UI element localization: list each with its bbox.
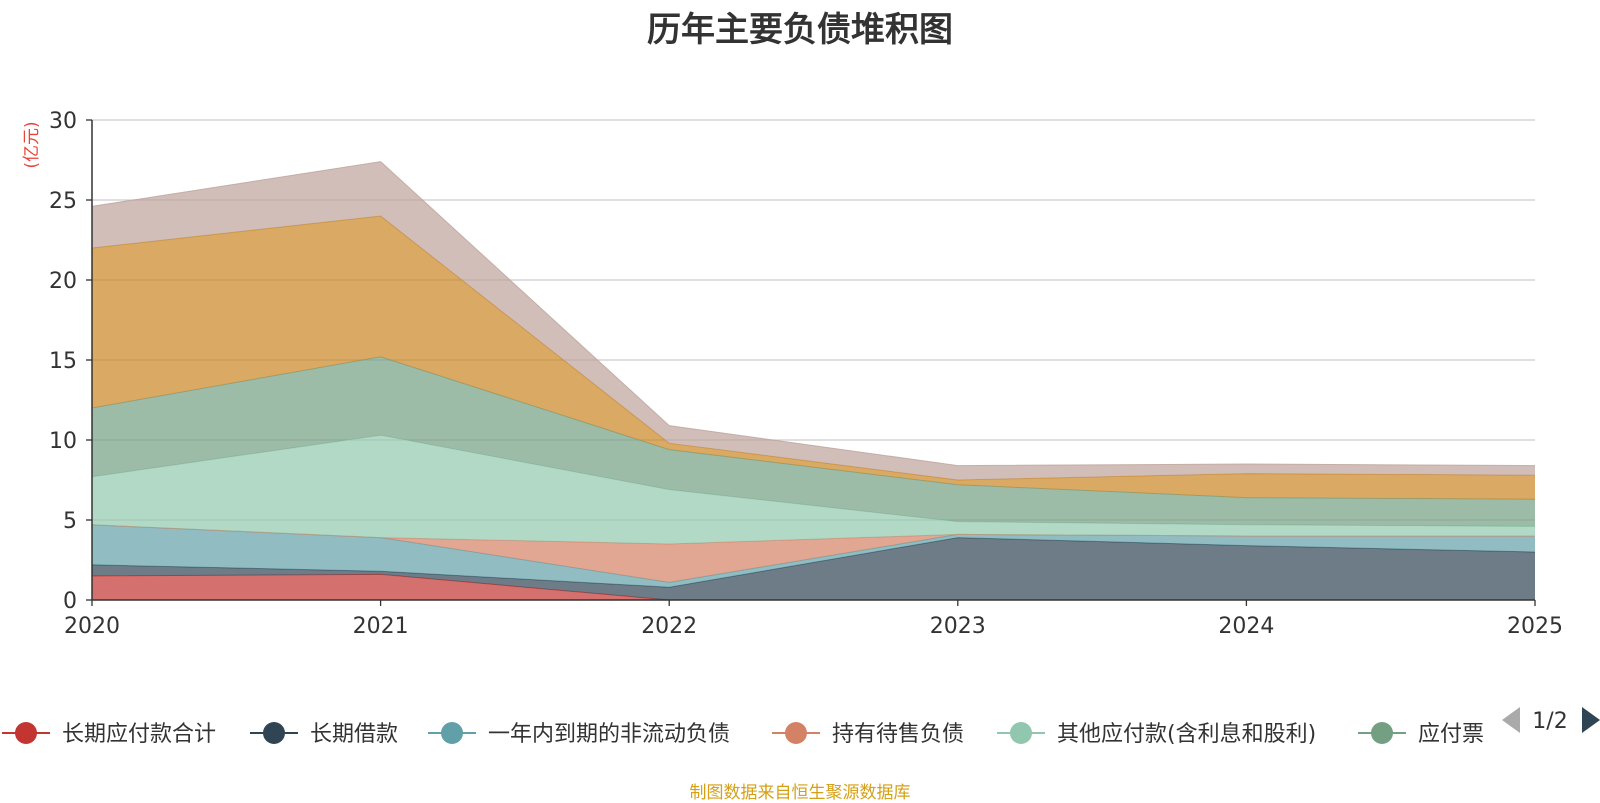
area-series-edge-7: [91, 161, 1536, 467]
legend-prev-icon[interactable]: [1502, 707, 1520, 733]
legend-next-icon[interactable]: [1582, 707, 1600, 733]
area-series-2: [92, 524, 1535, 588]
legend-marker-icon: [441, 722, 463, 744]
y-tick-label: 15: [49, 349, 77, 374]
legend-marker-icon: [1010, 722, 1032, 744]
legend-item[interactable]: 一年内到期的非流动负债: [428, 722, 730, 747]
y-tick-label: 10: [49, 429, 77, 454]
y-tick-label: 0: [63, 589, 77, 614]
legend-label: 长期应付款合计: [62, 722, 216, 747]
x-tick-label: 2022: [641, 614, 697, 639]
area-series-edge-1: [91, 537, 1536, 588]
legend-page-indicator: 1/2: [1532, 709, 1567, 734]
legend-label: 一年内到期的非流动负债: [488, 722, 730, 747]
legend-item[interactable]: 长期应付款合计: [2, 722, 216, 747]
legend-label: 长期借款: [310, 722, 398, 747]
legend-marker-icon: [263, 722, 285, 744]
x-tick-label: 2024: [1218, 614, 1274, 639]
legend-item[interactable]: 持有待售负债: [772, 722, 964, 747]
x-tick-label: 2021: [353, 614, 409, 639]
area-series-6: [92, 216, 1535, 500]
legend-item[interactable]: 其他应付款(含利息和股利): [997, 722, 1316, 747]
legend-pager[interactable]: 1/2: [1502, 707, 1600, 734]
area-series-1: [92, 537, 1535, 600]
legend-label: 应付票: [1418, 722, 1484, 747]
legend-marker-icon: [785, 722, 807, 744]
x-tick-label: 2025: [1507, 614, 1563, 639]
area-series-4: [92, 435, 1535, 544]
legend[interactable]: 长期应付款合计 长期借款 一年内到期的非流动负债 持有待售负债 其他应付款(含利息和股利…: [2, 722, 1484, 747]
y-tick-label: 5: [63, 509, 77, 534]
legend-marker-icon: [1371, 722, 1393, 744]
chart-title: 历年主要负债堆积图: [647, 10, 953, 50]
legend-label: 持有待售负债: [832, 722, 964, 747]
y-tick-label: 20: [49, 269, 77, 294]
x-tick-label: 2023: [930, 614, 986, 639]
area-series-7: [92, 161, 1535, 480]
legend-marker-icon: [15, 722, 37, 744]
legend-label: 其他应付款(含利息和股利): [1057, 722, 1316, 747]
data-source-note: 制图数据来自恒生聚源数据库: [689, 783, 911, 803]
y-tick-label: 30: [49, 109, 77, 134]
x-tick-label: 2020: [64, 614, 120, 639]
y-axis-unit-label: (亿元): [22, 121, 42, 168]
stacked-areas: [91, 161, 1536, 601]
legend-item[interactable]: 应付票: [1358, 722, 1484, 747]
legend-item[interactable]: 长期借款: [250, 722, 398, 747]
area-series-5: [92, 356, 1535, 527]
y-tick-label: 25: [49, 189, 77, 214]
